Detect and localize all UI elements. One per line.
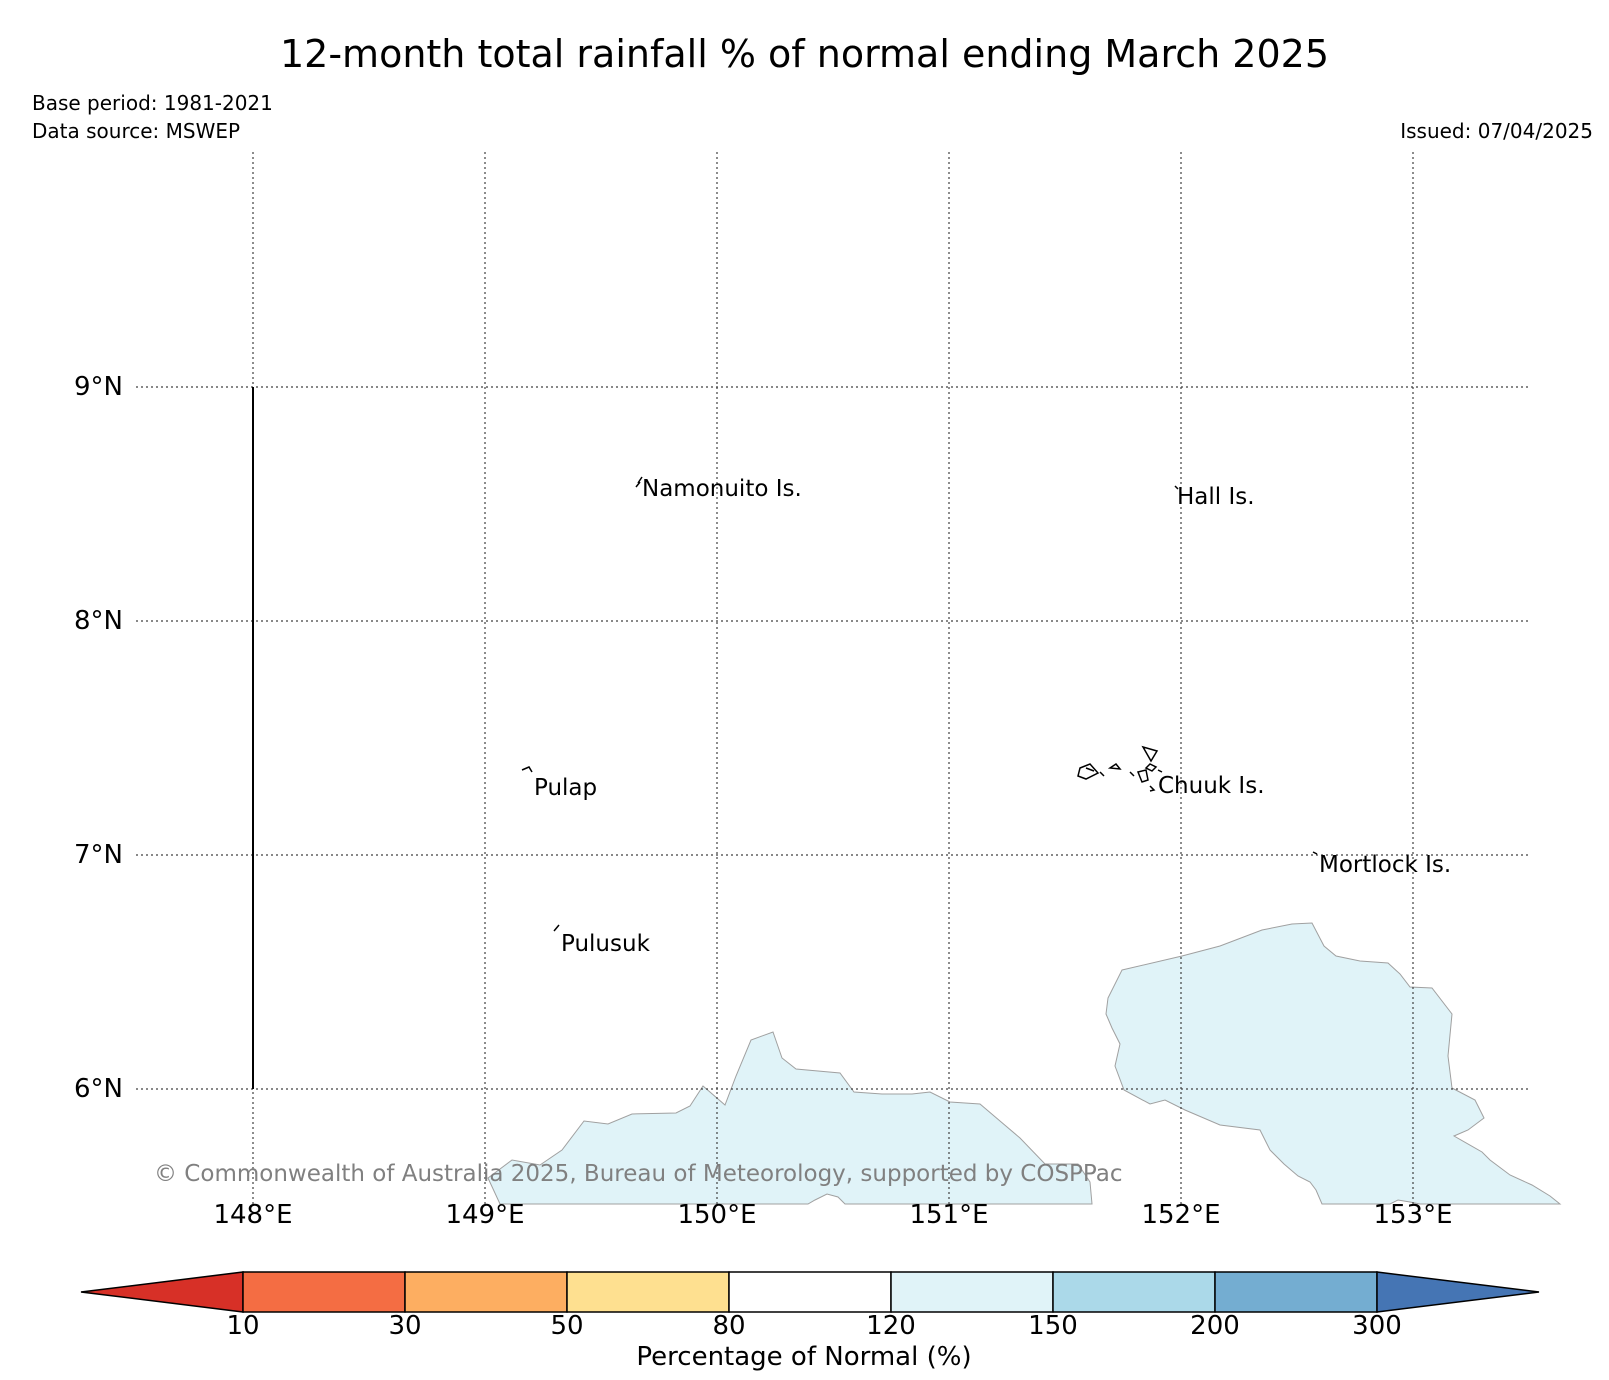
lat-label-7n: 7°N — [74, 840, 123, 870]
lon-label-148e: 148°E — [213, 1200, 293, 1230]
lat-label-9n: 9°N — [74, 372, 123, 402]
map-title: 12-month total rainfall % of normal endi… — [279, 32, 1330, 76]
place-label-chuuk: Chuuk Is. — [1158, 773, 1265, 799]
lat-label-8n: 8°N — [74, 606, 123, 636]
latitude-gridlines — [136, 386, 1528, 1090]
colorbar-tick-300: 300 — [1352, 1311, 1402, 1341]
colorbar-seg-120-150 — [890, 1271, 1054, 1313]
lon-label-151e: 151°E — [909, 1200, 989, 1230]
rainfall-region-southeast — [1105, 922, 1562, 1205]
place-label-namonuito: Namonuito Is. — [642, 476, 802, 502]
lon-label-153e: 153°E — [1373, 1200, 1453, 1230]
place-label-mortlock: Mortlock Is. — [1319, 852, 1452, 878]
colorbar-tick-200: 200 — [1190, 1311, 1240, 1341]
colorbar-seg-200-300 — [1214, 1271, 1378, 1313]
mortlock-outline — [1312, 851, 1318, 855]
colorbar-tick-150: 150 — [1028, 1311, 1078, 1341]
copyright-notice: © Commonwealth of Australia 2025, Bureau… — [154, 1161, 1123, 1187]
lon-label-149e: 149°E — [445, 1200, 525, 1230]
map-area — [136, 152, 1562, 1205]
island-outlines — [521, 476, 1318, 932]
colorbar-seg-30-50 — [404, 1271, 568, 1313]
pulusuk-outline — [553, 924, 560, 932]
colorbar-extend-high — [1376, 1271, 1540, 1313]
colorbar-tick-80: 80 — [712, 1311, 746, 1341]
colorbar-seg-80-120 — [728, 1271, 892, 1313]
place-label-pulusuk: Pulusuk — [561, 931, 650, 957]
colorbar-extend-low — [80, 1271, 244, 1313]
colorbar-tick-120: 120 — [866, 1311, 916, 1341]
colorbar-tick-30: 30 — [388, 1311, 422, 1341]
issued-date-text: Issued: 07/04/2025 — [1400, 119, 1593, 143]
colorbar-seg-50-80 — [566, 1271, 730, 1313]
lat-label-6n: 6°N — [74, 1074, 123, 1104]
hall-outline — [1174, 485, 1179, 490]
colorbar-seg-10-30 — [242, 1271, 406, 1313]
lon-label-150e: 150°E — [677, 1200, 757, 1230]
pulap-outline — [521, 766, 533, 773]
colorbar — [80, 1271, 1540, 1313]
rainfall-region-southwest — [487, 1031, 1093, 1205]
place-label-hall: Hall Is. — [1177, 484, 1255, 510]
namonuito-outline — [635, 476, 643, 488]
colorbar-tick-50: 50 — [550, 1311, 584, 1341]
data-source-text: Data source: MSWEP — [32, 119, 241, 143]
colorbar-label: Percentage of Normal (%) — [636, 1342, 972, 1372]
colorbar-tick-10: 10 — [226, 1311, 260, 1341]
place-label-pulap: Pulap — [534, 775, 598, 801]
base-period-text: Base period: 1981-2021 — [32, 91, 273, 115]
chuuk-lagoon-outline — [1077, 745, 1163, 792]
lon-label-152e: 152°E — [1141, 1200, 1221, 1230]
colorbar-seg-150-200 — [1052, 1271, 1216, 1313]
